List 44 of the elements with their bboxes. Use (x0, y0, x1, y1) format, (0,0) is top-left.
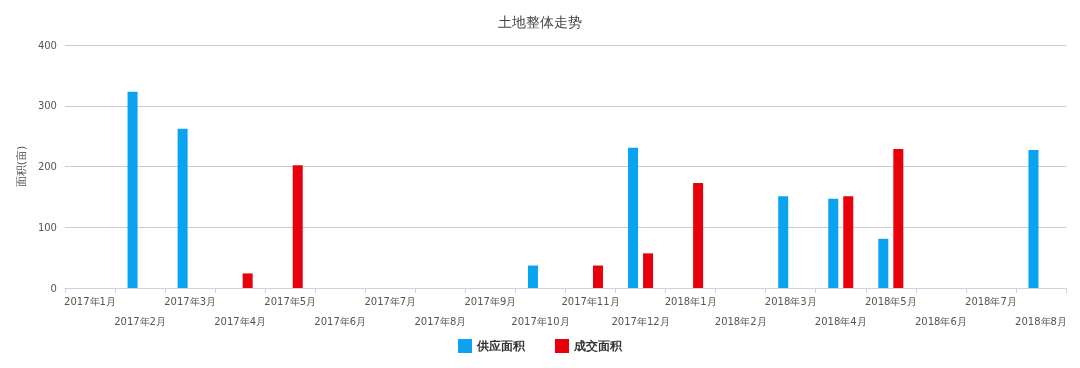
y-tick-label: 300 (37, 100, 57, 112)
x-tick-label: 2018年8月 (1015, 315, 1067, 327)
x-tick-label: 2018年6月 (914, 315, 967, 327)
x-tick-label: 2018年3月 (764, 295, 817, 307)
y-tick-label: 0 (50, 282, 57, 294)
y-tick-label: 400 (37, 39, 57, 51)
x-tick-label: 2018年1月 (664, 295, 717, 307)
y-tick-label: 100 (37, 221, 57, 233)
legend-label: 供应面积 (476, 339, 526, 353)
x-tick-label: 2017年3月 (164, 295, 217, 307)
chart-title: 土地整体走势 (498, 14, 582, 30)
bar (292, 165, 303, 288)
y-axis-title: 面积(亩) (15, 145, 28, 188)
bar (242, 273, 253, 288)
x-tick-label: 2017年5月 (264, 295, 317, 307)
x-tick-label: 2017年6月 (314, 315, 367, 327)
bar (593, 265, 604, 288)
x-tick-label: 2017年10月 (511, 315, 570, 327)
y-tick-label: 200 (37, 161, 57, 172)
x-tick-label: 2017年1月 (64, 295, 116, 307)
x-tick-label: 2017年11月 (561, 295, 620, 307)
bar (878, 238, 889, 288)
x-tick-label: 2018年2月 (714, 315, 767, 327)
bar (893, 148, 904, 288)
legend-label: 成交面积 (573, 339, 623, 353)
x-tick-label: 2017年2月 (114, 315, 166, 327)
x-tick-label: 2018年4月 (814, 315, 867, 327)
bar (628, 147, 639, 288)
x-tick-label: 2017年9月 (464, 295, 517, 307)
x-tick-label: 2018年7月 (965, 295, 1017, 307)
bar (693, 182, 704, 288)
bar (843, 196, 854, 288)
bar (828, 198, 839, 288)
x-tick-label: 2017年7月 (364, 295, 417, 307)
x-tick-label: 2017年8月 (414, 315, 467, 327)
bar (643, 253, 654, 288)
x-tick-label: 2017年12月 (611, 315, 670, 327)
bar (527, 265, 538, 288)
x-tick-label: 2017年4月 (214, 315, 267, 327)
bar (1028, 150, 1039, 288)
bar (778, 196, 789, 288)
bar (177, 128, 188, 288)
bar (127, 91, 138, 288)
x-tick-label: 2018年5月 (864, 295, 917, 307)
